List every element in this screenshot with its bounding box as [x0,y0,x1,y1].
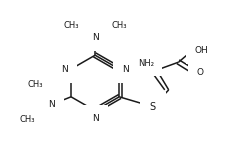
Text: NH₂: NH₂ [138,59,154,68]
Text: O: O [196,68,204,77]
Text: CH₃: CH₃ [64,21,79,30]
Text: OH: OH [195,46,208,55]
Text: N: N [122,65,129,74]
Text: N: N [92,33,99,42]
Text: CH₃: CH₃ [20,115,35,124]
Text: N: N [61,65,68,74]
Text: CH₃: CH₃ [28,80,43,89]
Text: S: S [150,102,156,112]
Text: N: N [48,100,55,109]
Text: N: N [92,114,99,123]
Text: CH₃: CH₃ [111,21,127,30]
